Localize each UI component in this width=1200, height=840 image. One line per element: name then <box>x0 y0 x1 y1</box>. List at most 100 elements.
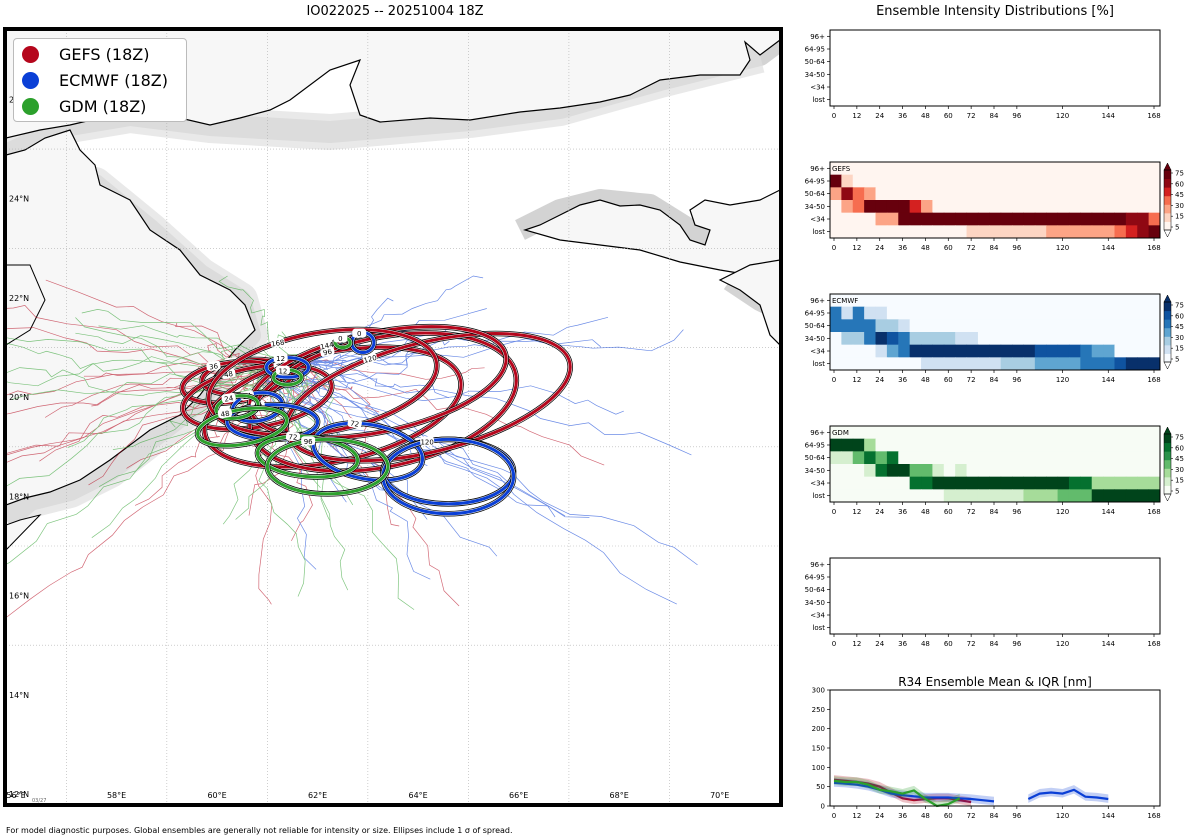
heat-cell <box>955 464 968 478</box>
heat-cell <box>830 225 842 239</box>
hour-tick: 24 <box>875 112 884 120</box>
r34-title: R34 Ensemble Mean & IQR [nm] <box>898 675 1092 689</box>
heat-cell <box>864 357 877 371</box>
intensity-row-label: 34-50 <box>805 335 825 343</box>
heat-cell <box>1148 200 1161 214</box>
heat-cell <box>1137 344 1150 358</box>
heat-cell <box>898 212 911 226</box>
heat-cell <box>841 187 854 201</box>
gdm-ellipse-hour-label: 12 <box>275 365 290 375</box>
heat-cell <box>830 438 842 452</box>
heat-cell <box>1068 200 1081 214</box>
heat-cell <box>1091 200 1104 214</box>
heat-cell <box>943 162 956 176</box>
gefs-ellipse: 48 <box>180 362 335 433</box>
intensity-row-label: 64-95 <box>805 574 825 582</box>
heat-cell <box>852 438 865 452</box>
hour-tick: 144 <box>1102 376 1116 384</box>
heat-cell <box>1012 319 1024 333</box>
heat-cell <box>1057 438 1070 452</box>
heat-cell <box>852 306 865 320</box>
land-layer: 2436487296120144168012244872961200122448… <box>6 30 780 804</box>
heat-cell <box>1080 426 1093 440</box>
intensity-row-label: 64-95 <box>805 178 825 186</box>
colorbar-segment <box>1164 327 1171 337</box>
heat-cell <box>864 489 877 503</box>
heat-cell <box>1125 162 1138 176</box>
heat-cell <box>1023 426 1036 440</box>
heat-cell <box>864 332 877 346</box>
heat-cell <box>1080 319 1093 333</box>
intensity-panel-gefs: 75 60 45 30 15 5 GEFS 96+ 64-95 50-64 34-50 <34 lost… <box>805 161 1184 252</box>
heat-cell <box>841 489 854 503</box>
heat-cell <box>955 332 968 346</box>
heat-cell <box>921 225 933 239</box>
heat-cell <box>1057 306 1070 320</box>
colorbar: 75 60 45 30 15 5 <box>1163 162 1184 238</box>
heat-cell <box>1068 438 1081 452</box>
heat-cell <box>1068 464 1081 478</box>
heat-cell <box>1057 225 1070 239</box>
heat-cell <box>921 332 933 346</box>
heat-cell <box>875 174 888 188</box>
intensity-row-label: <34 <box>810 480 825 488</box>
heat-cell <box>909 225 922 239</box>
heat-cell <box>1034 162 1047 176</box>
heat-cell <box>1103 464 1115 478</box>
heat-cell <box>1068 294 1081 308</box>
heat-cell <box>1034 464 1047 478</box>
heat-cell <box>1137 357 1150 371</box>
heat-cell <box>989 225 1002 239</box>
heat-cell <box>1057 212 1070 226</box>
lat-label: 18°N <box>9 492 29 501</box>
heat-cell <box>1000 162 1013 176</box>
heat-cell <box>989 464 1002 478</box>
heat-cell <box>1125 212 1138 226</box>
heat-cell <box>1137 426 1150 440</box>
hour-tick: 36 <box>898 376 907 384</box>
colorbar-tick: 15 <box>1175 345 1184 353</box>
intensity-row-label: 50-64 <box>805 586 826 594</box>
heat-cell <box>1057 174 1070 188</box>
heat-cell <box>943 332 956 346</box>
heat-cell <box>989 332 1002 346</box>
heat-cell <box>886 426 899 440</box>
colorbar-tick: 45 <box>1175 323 1184 331</box>
heat-cell <box>1148 476 1161 490</box>
heat-cell <box>966 225 979 239</box>
intensity-row-label: 50-64 <box>805 454 826 462</box>
heat-cell <box>852 344 865 358</box>
legend-label-gefs: GEFS (18Z) <box>59 44 150 64</box>
heat-cell <box>1125 225 1138 239</box>
heat-cell <box>1148 489 1161 503</box>
heat-cell <box>898 489 911 503</box>
heat-cell <box>1046 319 1059 333</box>
colorbar-tick: 75 <box>1175 434 1184 442</box>
heat-cell <box>1114 489 1127 503</box>
heat-cell <box>1034 294 1047 308</box>
heat-cell <box>875 225 888 239</box>
heat-cell <box>1012 451 1024 465</box>
intensity-row-label: 34-50 <box>805 203 825 211</box>
heat-cell <box>886 225 899 239</box>
heat-cell <box>898 464 911 478</box>
panel-frame <box>829 29 1161 107</box>
heat-cell <box>841 319 854 333</box>
heat-cell <box>886 319 899 333</box>
heat-cell <box>1091 306 1104 320</box>
heat-cell <box>864 187 877 201</box>
heat-cell <box>875 476 888 490</box>
legend-item-gdm: GDM (18Z) <box>22 93 146 119</box>
heat-cell <box>1103 200 1115 214</box>
ensemble-track <box>6 342 268 372</box>
heat-cell <box>1091 344 1104 358</box>
lon-label: 60°E <box>207 791 226 800</box>
heat-cell <box>1057 426 1070 440</box>
heat-cell <box>852 212 865 226</box>
heat-cell <box>921 476 933 490</box>
lat-label: 16°N <box>9 592 29 601</box>
heat-cell <box>1000 306 1013 320</box>
gdm-ellipse-hour-label: 24 <box>221 392 236 404</box>
heat-cell <box>1000 451 1013 465</box>
heat-cell <box>1012 174 1024 188</box>
